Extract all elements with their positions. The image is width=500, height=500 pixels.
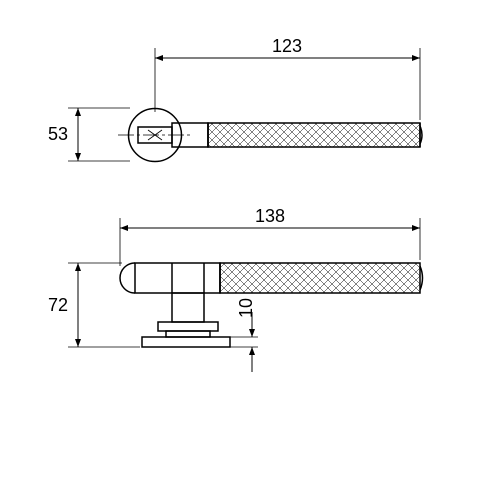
- technical-drawing: 123 53: [0, 0, 500, 500]
- dim-138-label: 138: [255, 206, 285, 226]
- dim-line-10: [230, 312, 258, 372]
- dim-10-label: 10: [236, 298, 256, 318]
- handle-top: [172, 123, 422, 147]
- dim-123-label: 123: [272, 36, 302, 56]
- stem: [142, 293, 230, 347]
- dim-72-label: 72: [48, 295, 68, 315]
- top-view: 123 53: [48, 36, 422, 162]
- bottom-view: 138 72 10: [48, 206, 423, 372]
- handle-side: [120, 263, 423, 293]
- dim-53-label: 53: [48, 124, 68, 144]
